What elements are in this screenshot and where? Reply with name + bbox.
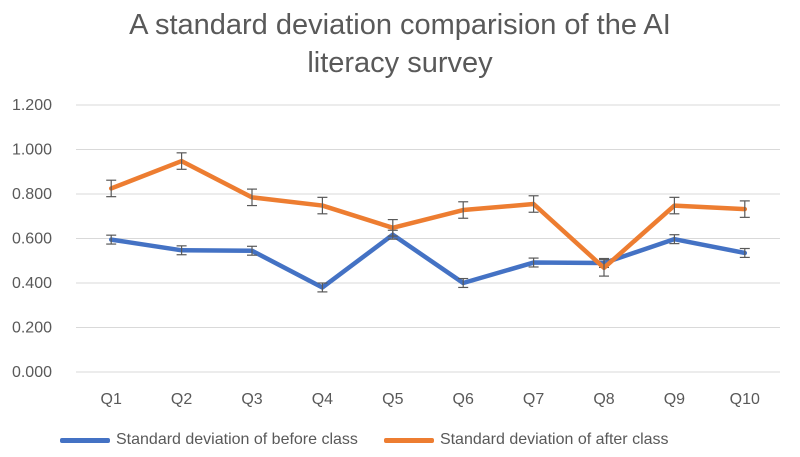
x-tick-label: Q4 [312,391,333,408]
y-tick-label: 0.600 [12,231,52,248]
chart-title: A standard deviation comparision of the … [0,6,800,82]
legend-item-after-class: Standard deviation of after class [383,431,669,449]
legend-swatch-after-class [383,437,434,443]
y-tick-label: 0.000 [12,364,52,381]
chart-title-line-2: literacy survey [307,47,493,79]
x-tick-label: Q6 [453,391,474,408]
x-tick-label: Q3 [241,391,262,408]
legend-label-after-class: Standard deviation of after class [439,431,669,448]
y-tick-label: 1.000 [12,142,52,159]
legend-item-before-class: Standard deviation of before class [60,431,358,449]
x-tick-label: Q5 [382,391,403,408]
x-tick-label: Q1 [101,391,122,408]
x-tick-label: Q9 [664,391,685,408]
x-tick-label: Q7 [523,391,544,408]
y-tick-label: 0.800 [12,186,52,203]
y-tick-label: 0.400 [12,275,52,292]
y-tick-label: 0.200 [12,320,52,337]
legend-swatch-before-class [60,437,110,443]
chart-legend: Standard deviation of before class Stand… [60,428,780,452]
x-tick-label: Q2 [171,391,192,408]
y-tick-label: 1.200 [12,97,52,114]
chart-title-line-1: A standard deviation comparision of the … [129,9,671,41]
series-line [108,158,748,271]
series-line [108,232,748,290]
x-tick-label: Q10 [730,391,760,408]
legend-label-before-class: Standard deviation of before class [116,431,358,448]
x-tick-label: Q8 [593,391,614,408]
